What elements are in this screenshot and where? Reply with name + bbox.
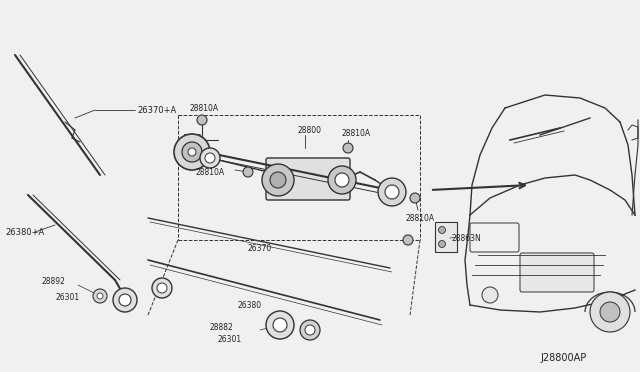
Circle shape (243, 167, 253, 177)
Text: 28863N: 28863N (452, 234, 482, 243)
Text: 28882: 28882 (210, 324, 234, 333)
Circle shape (378, 178, 406, 206)
Circle shape (385, 185, 399, 199)
Circle shape (600, 302, 620, 322)
Circle shape (200, 148, 220, 168)
Circle shape (328, 166, 356, 194)
Circle shape (152, 278, 172, 298)
Circle shape (93, 289, 107, 303)
FancyBboxPatch shape (435, 222, 457, 252)
Circle shape (97, 293, 103, 299)
Circle shape (270, 172, 286, 188)
Circle shape (113, 288, 137, 312)
FancyBboxPatch shape (266, 158, 350, 200)
Circle shape (205, 153, 215, 163)
Circle shape (410, 193, 420, 203)
Circle shape (174, 134, 210, 170)
Circle shape (305, 325, 315, 335)
Circle shape (403, 235, 413, 245)
FancyBboxPatch shape (520, 253, 594, 292)
Circle shape (300, 320, 320, 340)
Circle shape (197, 115, 207, 125)
Circle shape (262, 164, 294, 196)
Text: J28800AP: J28800AP (540, 353, 586, 363)
Circle shape (482, 287, 498, 303)
Circle shape (157, 283, 167, 293)
Circle shape (119, 294, 131, 306)
Text: 28800: 28800 (298, 125, 322, 135)
Circle shape (266, 311, 294, 339)
Circle shape (438, 241, 445, 247)
Text: 28810A: 28810A (190, 103, 219, 112)
FancyBboxPatch shape (470, 223, 519, 252)
Circle shape (335, 173, 349, 187)
Circle shape (188, 148, 196, 156)
Text: 26301: 26301 (55, 294, 79, 302)
Text: 28810A: 28810A (406, 214, 435, 222)
Text: 26380+A: 26380+A (5, 228, 44, 237)
Text: 26370: 26370 (248, 244, 272, 253)
Circle shape (182, 142, 202, 162)
Text: 28810A: 28810A (342, 128, 371, 138)
Circle shape (590, 292, 630, 332)
Text: 26380: 26380 (238, 301, 262, 310)
Text: 28810A: 28810A (195, 167, 224, 176)
Text: 26301: 26301 (218, 336, 242, 344)
Text: 28892: 28892 (42, 278, 66, 286)
Circle shape (343, 143, 353, 153)
Circle shape (438, 227, 445, 234)
Text: 26370+A: 26370+A (137, 106, 176, 115)
Circle shape (273, 318, 287, 332)
